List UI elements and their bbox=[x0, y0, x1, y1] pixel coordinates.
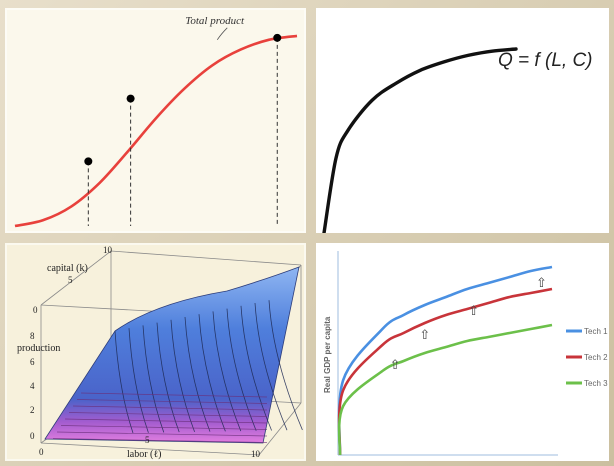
contour-line bbox=[114, 330, 134, 434]
highlighted-point bbox=[273, 33, 282, 42]
production-tick-4: 4 bbox=[30, 381, 35, 391]
legend-label: Tech 2 bbox=[584, 353, 608, 362]
contour-line bbox=[64, 418, 268, 424]
production-function-title: Q = f (L, C) bbox=[498, 50, 593, 71]
annotation-leader bbox=[216, 27, 228, 41]
labor-axis-label: labor (ℓ) bbox=[127, 449, 162, 460]
contour-line bbox=[72, 405, 268, 411]
contour-line bbox=[212, 311, 242, 432]
contour-line bbox=[226, 308, 257, 431]
contour-line bbox=[142, 325, 165, 433]
shift-arrow: ⇧ bbox=[468, 304, 479, 319]
contour-line bbox=[60, 425, 268, 430]
contour-line bbox=[52, 438, 268, 443]
production-function-curve bbox=[322, 47, 518, 233]
highlighted-point bbox=[126, 94, 135, 103]
capital-axis-label: capital (k) bbox=[47, 263, 88, 274]
production-tick-2: 2 bbox=[30, 405, 35, 415]
production-tick-0: 0 bbox=[30, 431, 35, 441]
production-tick-6: 6 bbox=[30, 357, 35, 367]
drop-lines bbox=[87, 37, 278, 226]
series-line-tech-2 bbox=[337, 287, 553, 456]
highlighted-points bbox=[84, 33, 282, 166]
legend-label: Tech 1 bbox=[584, 327, 608, 336]
y-axis-label: Real GDP per capita bbox=[323, 316, 332, 393]
contour-line bbox=[254, 302, 288, 431]
production-surface-panel: capital (k) production labor (ℓ) 10 5 0 … bbox=[5, 243, 306, 461]
total-product-chart: Total product bbox=[14, 15, 298, 228]
shift-arrow: ⇧ bbox=[419, 328, 430, 343]
capital-tick-0: 0 bbox=[33, 305, 38, 315]
contour-line bbox=[170, 319, 195, 433]
total-product-panel: Total product bbox=[5, 8, 306, 233]
contour-line bbox=[56, 431, 268, 437]
series-line-tech-3 bbox=[337, 323, 553, 456]
contour-line bbox=[76, 399, 268, 404]
capital-tick-5: 5 bbox=[68, 275, 73, 285]
capital-tick-10: 10 bbox=[103, 245, 113, 255]
total-product-curve bbox=[14, 34, 298, 228]
shift-arrow: ⇧ bbox=[536, 276, 547, 291]
labor-tick-5: 5 bbox=[145, 435, 150, 445]
production-tick-8: 8 bbox=[30, 331, 35, 341]
shift-arrows: ⇧ ⇧ ⇧ ⇧ bbox=[390, 276, 547, 373]
contour-lines bbox=[114, 300, 303, 434]
contour-line bbox=[128, 328, 149, 433]
total-product-annotation: Total product bbox=[185, 15, 245, 27]
low-contour-lines bbox=[52, 392, 268, 443]
contour-line bbox=[184, 316, 211, 432]
production-surface bbox=[44, 266, 300, 444]
legend-label: Tech 3 bbox=[584, 379, 608, 388]
production-surface-chart: capital (k) production labor (ℓ) 10 5 0 … bbox=[17, 245, 303, 460]
contour-line bbox=[68, 412, 268, 417]
highlighted-point bbox=[84, 157, 93, 166]
labor-tick-10: 10 bbox=[251, 449, 261, 459]
gdp-tech-panel: Real GDP per capita ⇧ ⇧ ⇧ ⇧ Tech 1 Tech 2 Tec… bbox=[316, 243, 609, 461]
production-function-chart: Q = f (L, C) bbox=[322, 47, 593, 233]
production-function-panel: Q = f (L, C) bbox=[316, 8, 609, 233]
contour-line bbox=[268, 300, 303, 431]
series-line-tech-1 bbox=[337, 265, 553, 456]
legend: Tech 1 Tech 2 Tech 3 bbox=[566, 327, 608, 388]
contour-line bbox=[80, 392, 268, 398]
production-axis-label: production bbox=[17, 343, 60, 354]
gdp-series-group bbox=[337, 265, 553, 456]
labor-tick-0: 0 bbox=[39, 447, 44, 457]
shift-arrow: ⇧ bbox=[390, 358, 401, 373]
contour-line bbox=[198, 314, 226, 432]
